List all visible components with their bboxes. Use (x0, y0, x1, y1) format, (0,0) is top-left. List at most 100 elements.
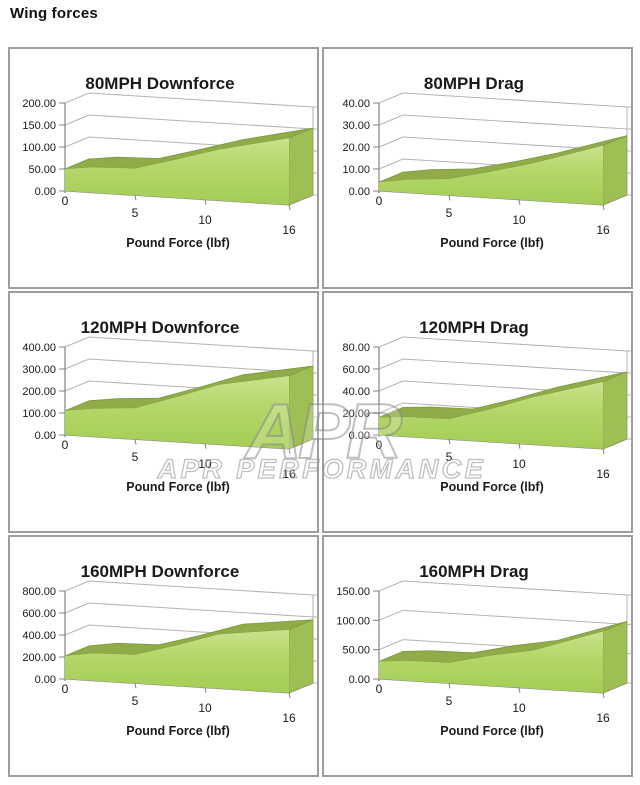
x-tick-label: 10 (198, 701, 212, 715)
chart-title: 120MPH Drag (419, 318, 529, 337)
x-axis-title: Pound Force (lbf) (126, 480, 229, 494)
x-axis-title: Pound Force (lbf) (126, 236, 229, 250)
x-tick-label: 10 (512, 213, 526, 227)
x-axis-tick (204, 443, 207, 449)
y-tick-label: 150.00 (22, 120, 56, 132)
x-axis-tick (518, 443, 521, 449)
x-tick-label: 0 (62, 194, 69, 208)
chart-title: 120MPH Downforce (81, 318, 240, 337)
x-tick-label: 16 (282, 711, 296, 725)
x-tick-label: 5 (132, 694, 139, 708)
x-tick-label: 10 (198, 213, 212, 227)
chart-plot: 0.00 200.00 400.00 600.00 800.00 0 5 10 16 (22, 580, 317, 725)
area-front-face (65, 629, 289, 693)
y-tick-label: 800.00 (22, 586, 56, 598)
chart-title: 160MPH Drag (419, 562, 529, 581)
x-axis-title: Pound Force (lbf) (126, 724, 229, 738)
area-side-face (602, 621, 628, 694)
x-tick-label: 0 (62, 438, 69, 452)
chart-plot: 0.00 50.00 100.00 150.00 0 5 10 16 (336, 580, 631, 725)
area-front-face (379, 145, 603, 205)
x-axis-title: Pound Force (lbf) (440, 236, 543, 250)
chart-plot: 0.00 20.00 40.00 60.00 80.00 0 5 10 16 (342, 336, 631, 481)
y-tick-label: 100.00 (336, 615, 370, 627)
area-front-face (379, 631, 603, 693)
x-axis-tick (602, 204, 605, 211)
y-tick-label: 100.00 (22, 408, 56, 420)
x-tick-label: 10 (512, 701, 526, 715)
chart-panel-160mph-downforce: 160MPH Downforce 0.00 200.00 400.00 600.00 8… (8, 535, 319, 777)
x-axis-tick (204, 687, 207, 693)
y-tick-label: 150.00 (336, 586, 370, 598)
x-axis-tick (134, 195, 137, 201)
x-tick-label: 16 (596, 467, 610, 481)
x-axis-tick (288, 448, 291, 455)
y-tick-label: 40.00 (342, 386, 370, 398)
value-gridline (64, 336, 314, 352)
value-gridline (378, 336, 628, 352)
x-axis-tick (518, 687, 521, 693)
chart-title: 80MPH Drag (424, 74, 524, 93)
area-side-face (288, 127, 314, 206)
x-tick-label: 0 (376, 682, 383, 696)
chart-panel-120mph-downforce: 120MPH Downforce 0.00 100.00 200.00 300.00 4… (8, 291, 319, 533)
x-axis-tick (134, 439, 137, 445)
x-tick-label: 16 (282, 467, 296, 481)
x-tick-label: 5 (446, 694, 453, 708)
chart-panel-80mph-downforce: 80MPH Downforce 0.00 50.00 100.00 150.00 200… (8, 47, 319, 289)
area-front-face (65, 138, 289, 205)
y-tick-label: 50.00 (28, 164, 56, 176)
chart-160mph-downforce: 160MPH Downforce 0.00 200.00 400.00 600.00 8… (22, 562, 317, 738)
y-tick-label: 0.00 (35, 430, 56, 442)
x-axis-tick (518, 199, 521, 205)
chart-120mph-drag: 120MPH Drag 0.00 20.00 40.00 60.00 80.00 0 5 10… (342, 318, 631, 494)
x-tick-label: 0 (62, 682, 69, 696)
value-gridline (378, 609, 628, 625)
page-title: Wing forces (10, 5, 98, 22)
y-tick-label: 0.00 (349, 186, 370, 198)
chart-plot: 0.00 10.00 20.00 30.00 40.00 0 5 10 16 (342, 92, 631, 237)
x-tick-label: 10 (198, 457, 212, 471)
area-side-face (602, 135, 628, 206)
value-gridline (64, 358, 314, 374)
x-axis-title: Pound Force (lbf) (440, 480, 543, 494)
y-tick-label: 100.00 (22, 142, 56, 154)
area-side-face (288, 619, 314, 694)
y-tick-label: 60.00 (342, 364, 370, 376)
chart-plot: 0.00 50.00 100.00 150.00 200.00 0 5 10 16 (22, 92, 317, 237)
chart-80mph-downforce: 80MPH Downforce 0.00 50.00 100.00 150.00 200… (22, 74, 317, 250)
y-tick-label: 20.00 (342, 408, 370, 420)
x-axis-tick (448, 195, 451, 201)
y-tick-label: 400.00 (22, 630, 56, 642)
chart-panel-160mph-drag: 160MPH Drag 0.00 50.00 100.00 150.00 0 5 10 16 … (322, 535, 633, 777)
x-tick-label: 5 (446, 450, 453, 464)
value-gridline (378, 580, 628, 596)
y-tick-label: 600.00 (22, 608, 56, 620)
area-side-face (288, 365, 314, 450)
area-front-face (65, 376, 289, 449)
charts-grid: 80MPH Downforce 0.00 50.00 100.00 150.00 200… (8, 47, 633, 777)
value-gridline (64, 92, 314, 108)
x-tick-label: 5 (132, 450, 139, 464)
chart-120mph-downforce: 120MPH Downforce 0.00 100.00 200.00 300.00 4… (22, 318, 317, 494)
x-axis-tick (448, 683, 451, 689)
y-tick-label: 80.00 (342, 342, 370, 354)
chart-panel-80mph-drag: 80MPH Drag 0.00 10.00 20.00 30.00 40.00 0 5 10 1… (322, 47, 633, 289)
y-tick-label: 30.00 (342, 120, 370, 132)
y-tick-label: 0.00 (349, 674, 370, 686)
y-tick-label: 0.00 (35, 674, 56, 686)
chart-title: 80MPH Downforce (85, 74, 234, 93)
x-tick-label: 10 (512, 457, 526, 471)
value-gridline (378, 358, 628, 374)
value-gridline (64, 580, 314, 596)
x-axis-tick (602, 692, 605, 699)
chart-plot: 0.00 100.00 200.00 300.00 400.00 0 5 10 16 (22, 336, 317, 481)
y-tick-label: 200.00 (22, 98, 56, 110)
value-gridline (378, 136, 628, 152)
chart-title: 160MPH Downforce (81, 562, 240, 581)
x-tick-label: 0 (376, 194, 383, 208)
value-gridline (64, 602, 314, 618)
y-tick-label: 20.00 (342, 142, 370, 154)
x-tick-label: 16 (282, 223, 296, 237)
